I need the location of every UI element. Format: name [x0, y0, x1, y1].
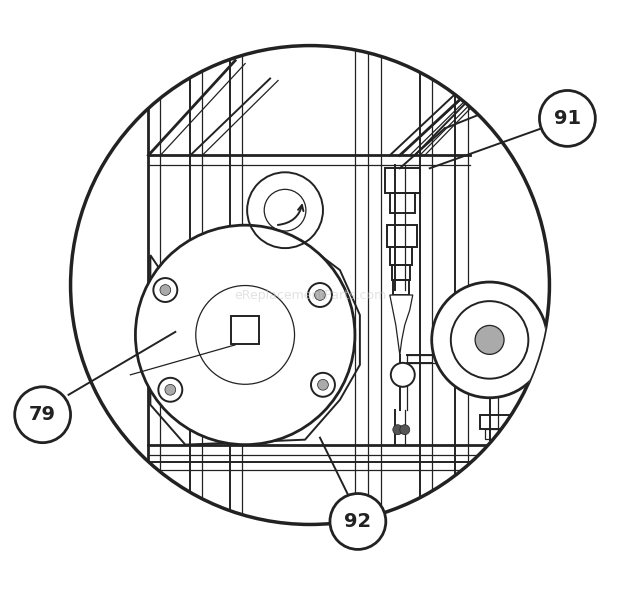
- Text: 79: 79: [29, 405, 56, 424]
- Circle shape: [165, 384, 175, 395]
- Circle shape: [311, 373, 335, 397]
- Circle shape: [71, 46, 549, 524]
- Bar: [385, 168, 420, 193]
- Circle shape: [153, 278, 177, 302]
- Bar: [390, 247, 412, 265]
- Circle shape: [432, 282, 547, 398]
- Circle shape: [539, 90, 595, 146]
- Bar: [485, 428, 544, 439]
- Bar: [392, 265, 410, 280]
- Circle shape: [475, 325, 504, 355]
- Text: 92: 92: [344, 512, 371, 531]
- Circle shape: [15, 387, 71, 443]
- Text: eReplacementParts.com: eReplacementParts.com: [234, 289, 386, 302]
- Bar: [393, 280, 409, 295]
- Polygon shape: [390, 295, 413, 355]
- Circle shape: [317, 380, 329, 390]
- Circle shape: [400, 425, 410, 435]
- Circle shape: [160, 284, 171, 295]
- Circle shape: [393, 425, 403, 435]
- Circle shape: [135, 225, 355, 444]
- Circle shape: [391, 363, 415, 387]
- Circle shape: [308, 283, 332, 307]
- Bar: [480, 415, 549, 428]
- Bar: [390, 193, 415, 213]
- Circle shape: [330, 493, 386, 549]
- Circle shape: [158, 378, 182, 402]
- Circle shape: [314, 290, 326, 300]
- Text: 91: 91: [554, 109, 581, 128]
- Bar: [231, 316, 259, 344]
- Bar: [387, 225, 417, 247]
